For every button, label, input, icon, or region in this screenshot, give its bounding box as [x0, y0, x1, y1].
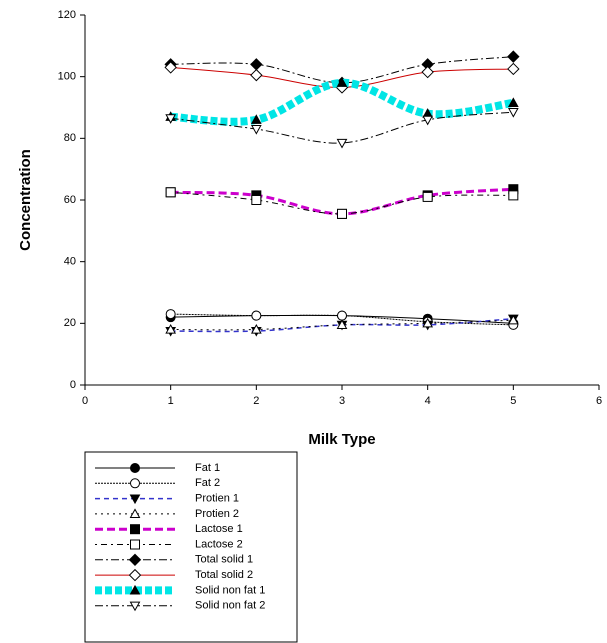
x-tick-label: 1: [168, 395, 174, 407]
legend-marker: [130, 463, 140, 473]
legend-marker: [129, 584, 141, 595]
y-tick-label: 100: [58, 71, 76, 83]
data-point: [336, 138, 348, 149]
data-point: [164, 61, 177, 74]
data-point: [507, 50, 520, 63]
y-tick-label: 80: [64, 132, 76, 144]
legend-marker: [130, 524, 140, 535]
legend-marker: [128, 553, 142, 567]
data-point: [422, 115, 434, 126]
legend-label: Solid non fat 1: [195, 584, 265, 596]
legend-label: Lactose 1: [195, 523, 243, 535]
data-point: [507, 314, 519, 325]
data-point: [422, 191, 433, 202]
data-point: [421, 65, 434, 79]
data-point: [165, 187, 176, 198]
legend-label: Fat 1: [195, 462, 220, 474]
data-point: [336, 319, 348, 329]
legend-label: Lactose 2: [195, 538, 243, 550]
x-tick-label: 4: [425, 395, 431, 407]
y-tick-label: 60: [64, 194, 76, 206]
data-point: [250, 124, 262, 135]
legend-marker: [129, 601, 141, 612]
data-point: [422, 317, 434, 328]
data-point: [250, 323, 262, 334]
y-tick-label: 0: [70, 379, 76, 391]
data-point: [250, 114, 262, 124]
data-point: [251, 310, 262, 321]
x-tick-label: 6: [596, 395, 602, 407]
data-point: [508, 190, 519, 201]
series-line: [170, 191, 514, 215]
y-tick-label: 120: [58, 9, 76, 21]
legend-label: Fat 2: [195, 477, 220, 489]
data-point: [165, 114, 177, 124]
x-tick-label: 0: [82, 395, 88, 407]
data-point: [251, 195, 262, 205]
data-point: [337, 208, 347, 219]
legend-label: Protien 1: [195, 493, 239, 505]
y-tick-label: 40: [64, 256, 76, 268]
legend-marker: [129, 508, 141, 518]
x-tick-label: 5: [510, 395, 516, 407]
legend-marker: [130, 539, 140, 550]
data-point: [507, 62, 520, 76]
data-point: [337, 310, 347, 321]
legend-label: Total solid 1: [195, 554, 253, 566]
legend-label: Total solid 2: [195, 569, 253, 581]
x-tick-label: 3: [339, 395, 345, 407]
x-tick-label: 2: [253, 395, 259, 407]
data-point: [336, 77, 348, 87]
y-axis-title: Concentration: [17, 149, 34, 251]
legend-box: [84, 451, 298, 643]
series-line: [170, 56, 514, 84]
data-point: [165, 309, 176, 320]
data-point: [507, 108, 519, 118]
data-point: [250, 58, 263, 71]
series-line: [170, 111, 514, 144]
data-point: [165, 323, 177, 334]
legend-label: Protien 2: [195, 508, 239, 520]
x-axis-title: Milk Type: [308, 431, 375, 448]
data-point: [250, 68, 263, 82]
data-point: [507, 97, 519, 107]
y-tick-label: 20: [64, 317, 76, 329]
legend-marker: [130, 478, 140, 489]
legend-marker: [129, 494, 141, 505]
legend-label: Solid non fat 2: [195, 600, 265, 612]
legend-marker: [128, 568, 142, 582]
